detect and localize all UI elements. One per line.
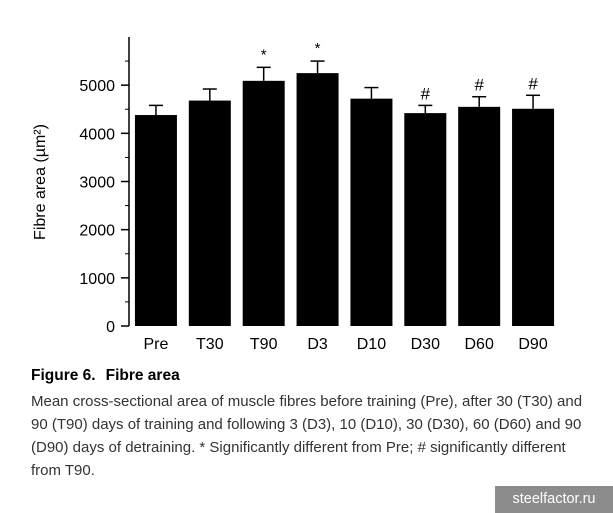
y-tick-label: 5000 xyxy=(79,78,115,95)
figure-caption: Figure 6. Fibre area Mean cross-sectional… xyxy=(31,367,591,482)
figure-title: Figure 6. Fibre area xyxy=(31,367,591,385)
x-tick-label-d60: D60 xyxy=(465,336,494,353)
x-tick-label-t30: T30 xyxy=(196,336,224,353)
significance-marker-d60: # xyxy=(474,76,484,95)
bars xyxy=(134,73,555,326)
bar-d3 xyxy=(296,73,339,326)
y-axis: 0 1000 2000 3000 4000 5000 xyxy=(79,37,130,336)
significance-marker-d3: * xyxy=(315,40,321,57)
x-tick-label-d10: D10 xyxy=(357,336,386,353)
y-tick-label: 2000 xyxy=(79,223,115,240)
x-tick-label-pre: Pre xyxy=(143,336,168,353)
figure-title-text: Fibre area xyxy=(105,367,180,384)
y-axis-label: Fibre area (µm²) xyxy=(32,124,49,240)
bar-d90 xyxy=(512,108,555,326)
bar-t30 xyxy=(188,100,231,326)
bar-t90 xyxy=(242,80,285,326)
y-tick-label: 0 xyxy=(106,319,115,336)
figure-label: Figure 6. xyxy=(31,367,96,384)
bar-pre xyxy=(134,115,177,326)
x-axis-labels: Pre T30 T90 D3 D10 D30 D60 D90 xyxy=(143,336,547,353)
significance-marker-t90: * xyxy=(261,46,267,63)
x-tick-label-d30: D30 xyxy=(411,336,440,353)
bar-chart: Fibre area (µm²) 0 1000 2000 3000 4000 5000 *… xyxy=(32,37,555,353)
bar-d30 xyxy=(404,113,447,326)
y-tick-label: 3000 xyxy=(79,175,115,192)
bar-d10 xyxy=(350,98,393,326)
significance-marker-d90: # xyxy=(528,74,538,93)
x-tick-label-d3: D3 xyxy=(307,336,328,353)
x-tick-label-t90: T90 xyxy=(250,336,278,353)
figure-description: Mean cross-sectional area of muscle fibr… xyxy=(31,393,583,479)
significance-marker-d30: # xyxy=(421,84,431,103)
significance-markers: * * # # # xyxy=(261,40,539,103)
x-tick-label-d90: D90 xyxy=(518,336,547,353)
y-tick-label: 1000 xyxy=(79,271,115,288)
watermark: steelfactor.ru xyxy=(495,486,613,513)
bar-d60 xyxy=(458,106,501,326)
error-bars xyxy=(148,60,541,116)
y-tick-label: 4000 xyxy=(79,126,115,143)
